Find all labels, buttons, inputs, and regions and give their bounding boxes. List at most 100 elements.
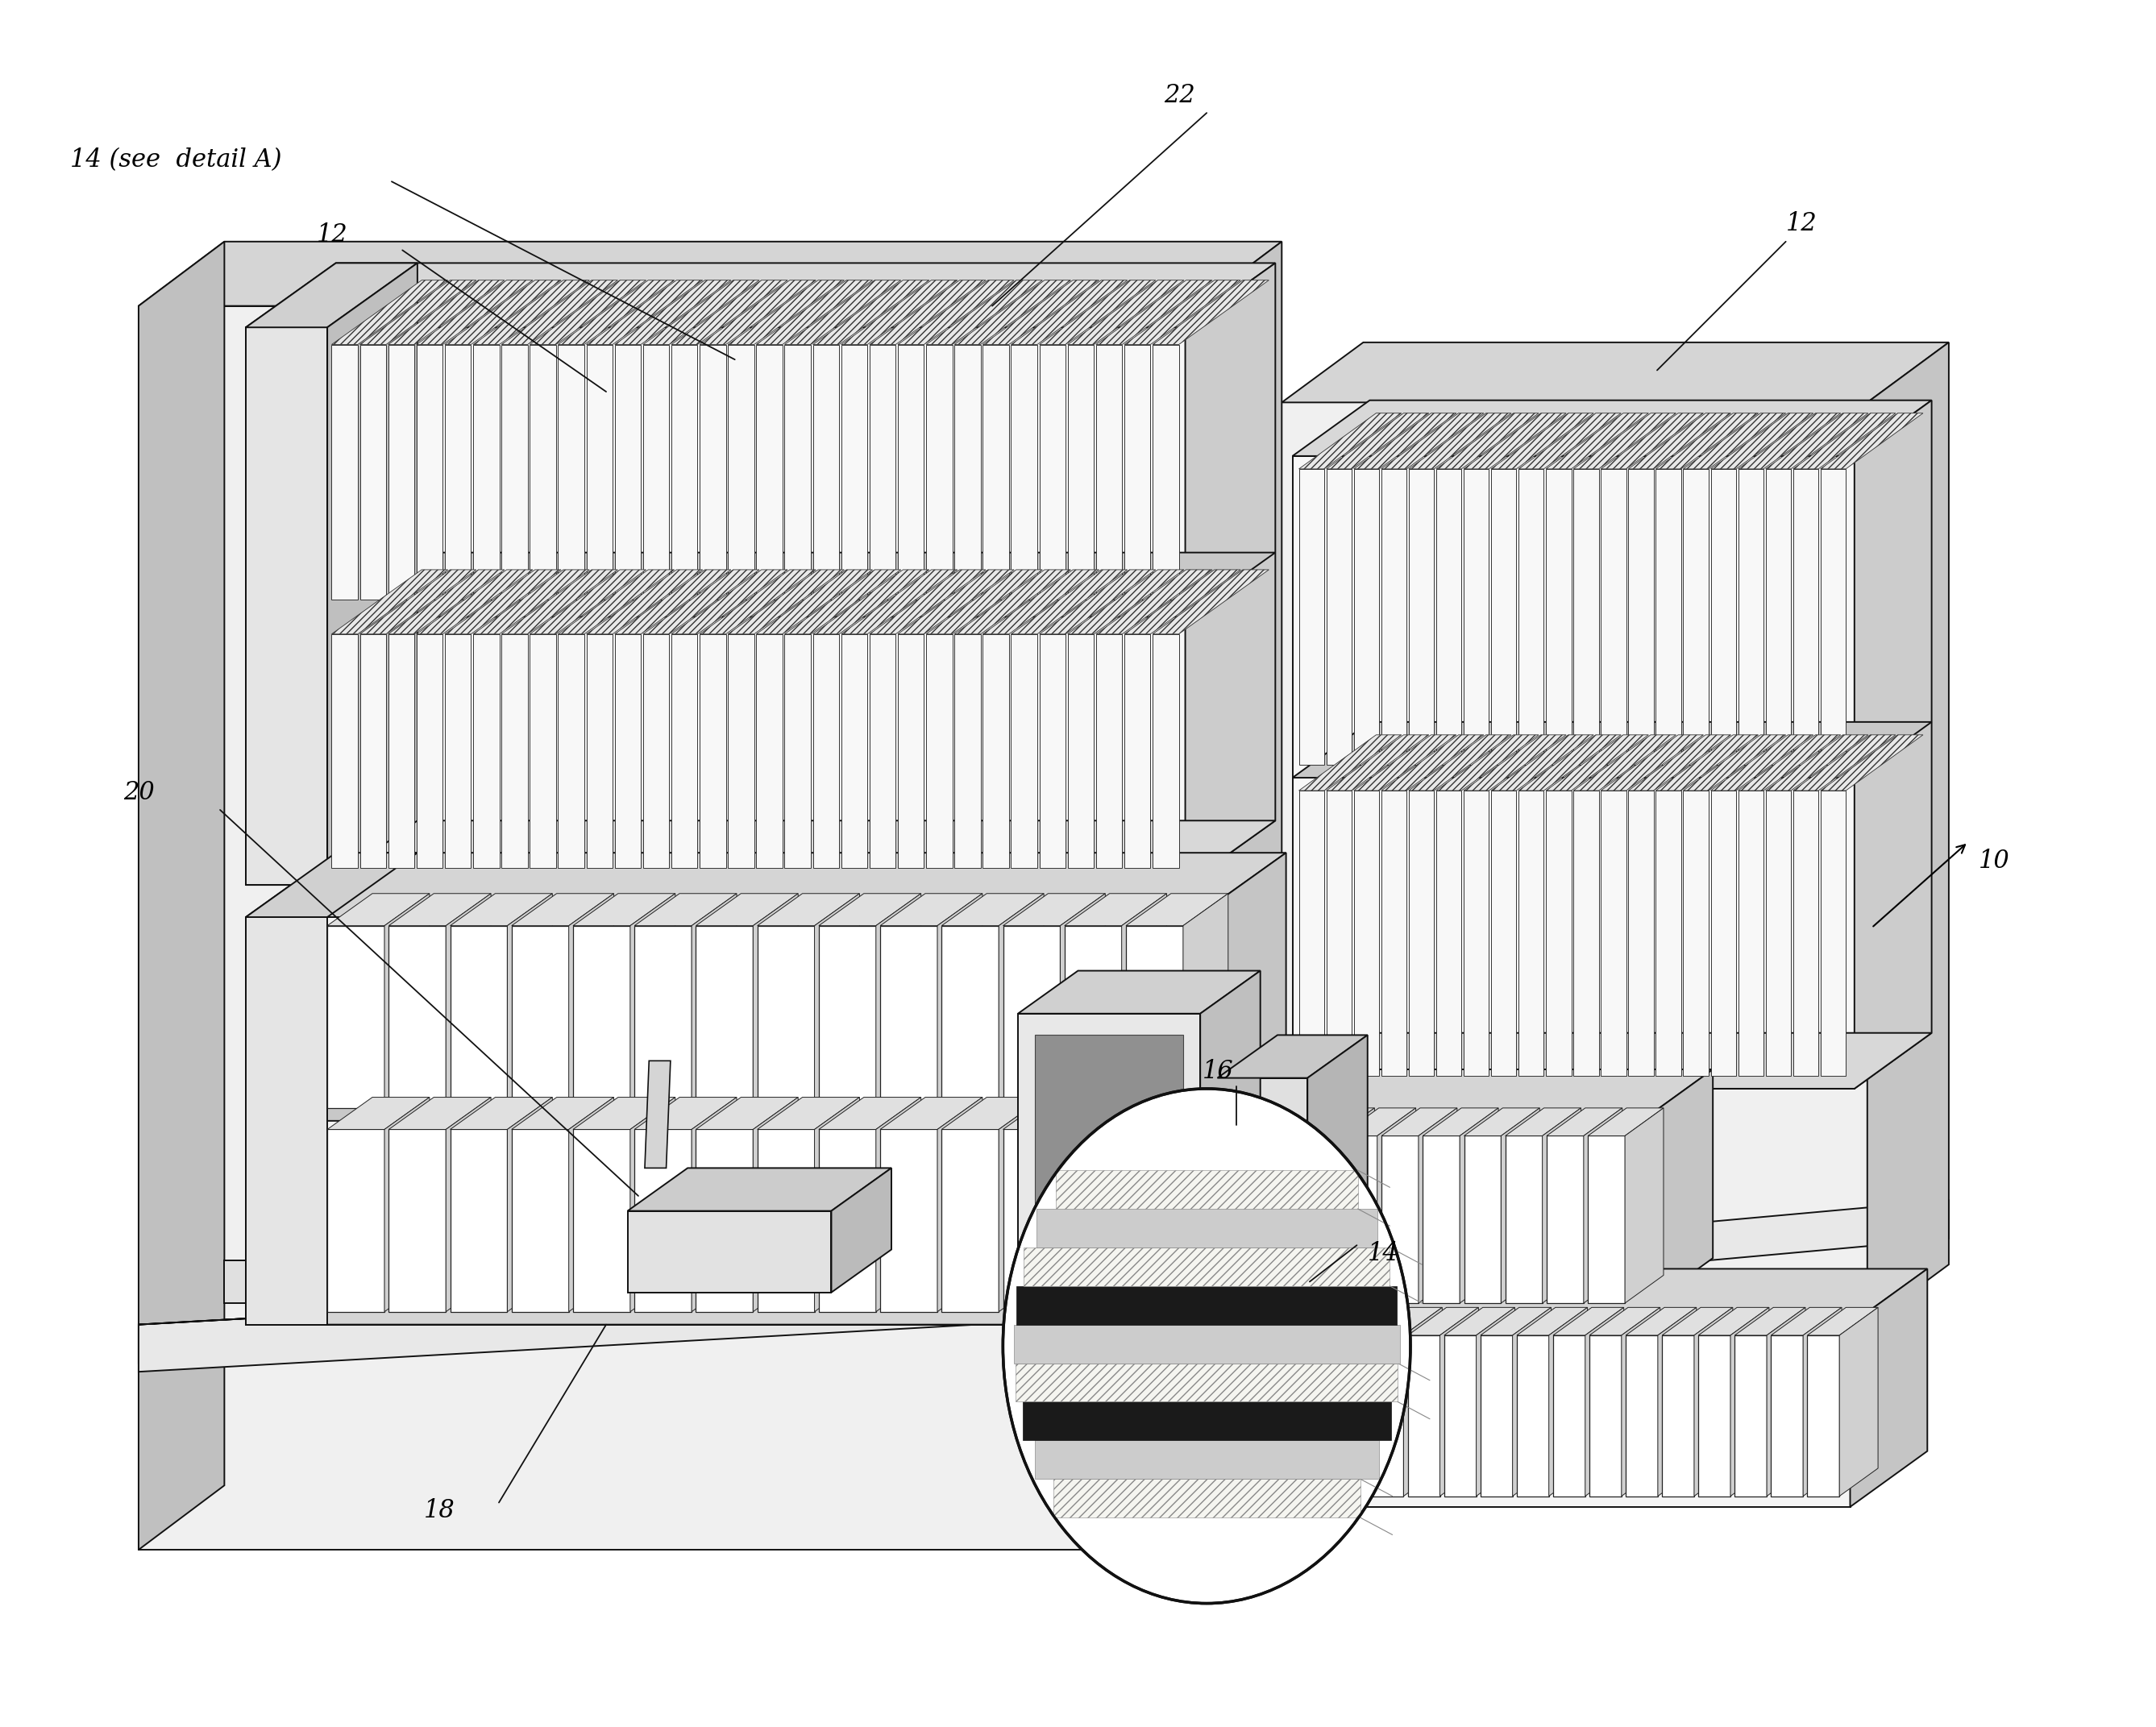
- Polygon shape: [416, 570, 533, 634]
- Polygon shape: [1123, 280, 1240, 344]
- Polygon shape: [832, 1167, 890, 1292]
- Polygon shape: [1035, 1034, 1184, 1235]
- Polygon shape: [388, 1097, 492, 1129]
- Polygon shape: [757, 893, 860, 926]
- Polygon shape: [841, 570, 957, 634]
- Polygon shape: [246, 853, 418, 917]
- Polygon shape: [511, 1129, 569, 1313]
- Polygon shape: [1436, 413, 1539, 470]
- Polygon shape: [757, 1129, 815, 1313]
- Polygon shape: [573, 1129, 630, 1313]
- Polygon shape: [1056, 1171, 1358, 1209]
- Polygon shape: [1738, 734, 1841, 791]
- Polygon shape: [1440, 1307, 1479, 1496]
- Polygon shape: [1013, 1325, 1399, 1363]
- Polygon shape: [785, 634, 811, 867]
- Polygon shape: [1854, 401, 1932, 1088]
- Polygon shape: [1548, 1307, 1587, 1496]
- Polygon shape: [246, 328, 1186, 884]
- Text: 22: 22: [1164, 83, 1194, 107]
- Polygon shape: [998, 1097, 1044, 1313]
- Polygon shape: [328, 1129, 384, 1313]
- Polygon shape: [1153, 344, 1179, 599]
- Polygon shape: [1710, 470, 1736, 765]
- Polygon shape: [634, 1129, 692, 1313]
- Polygon shape: [841, 280, 957, 344]
- Polygon shape: [1015, 1287, 1397, 1325]
- Polygon shape: [752, 1097, 798, 1313]
- Polygon shape: [1039, 570, 1156, 634]
- Polygon shape: [1341, 1109, 1416, 1136]
- Polygon shape: [701, 344, 727, 599]
- Polygon shape: [627, 1211, 832, 1292]
- Polygon shape: [1186, 263, 1276, 884]
- Polygon shape: [1656, 791, 1682, 1076]
- Polygon shape: [558, 344, 584, 599]
- Polygon shape: [942, 893, 1044, 926]
- Polygon shape: [1589, 1335, 1621, 1496]
- Polygon shape: [1736, 1335, 1766, 1496]
- Polygon shape: [472, 280, 589, 344]
- Polygon shape: [875, 1097, 921, 1313]
- Polygon shape: [573, 926, 630, 1109]
- Polygon shape: [246, 853, 1285, 917]
- Polygon shape: [1201, 971, 1261, 1261]
- Polygon shape: [1546, 734, 1649, 791]
- Polygon shape: [328, 893, 429, 926]
- Polygon shape: [1095, 570, 1212, 634]
- Polygon shape: [1408, 470, 1434, 765]
- Polygon shape: [1018, 971, 1261, 1014]
- Polygon shape: [1766, 734, 1867, 791]
- Polygon shape: [451, 893, 552, 926]
- Polygon shape: [558, 280, 675, 344]
- Polygon shape: [813, 634, 839, 867]
- Polygon shape: [1684, 734, 1785, 791]
- Polygon shape: [569, 893, 614, 1109]
- Polygon shape: [1867, 342, 1949, 1325]
- Polygon shape: [701, 280, 815, 344]
- Polygon shape: [757, 634, 783, 867]
- Polygon shape: [819, 926, 875, 1109]
- Polygon shape: [507, 893, 552, 1109]
- Polygon shape: [1184, 1097, 1229, 1313]
- Polygon shape: [1574, 413, 1675, 470]
- Polygon shape: [1658, 1307, 1697, 1496]
- Polygon shape: [569, 1097, 614, 1313]
- Polygon shape: [1011, 344, 1037, 599]
- Polygon shape: [1291, 722, 1932, 777]
- Polygon shape: [614, 570, 731, 634]
- Polygon shape: [1477, 1307, 1516, 1496]
- Polygon shape: [1382, 1136, 1419, 1304]
- Polygon shape: [1492, 791, 1516, 1076]
- Polygon shape: [1153, 570, 1270, 634]
- Polygon shape: [444, 344, 470, 599]
- Polygon shape: [813, 570, 929, 634]
- Polygon shape: [642, 280, 759, 344]
- Polygon shape: [1298, 413, 1401, 470]
- Polygon shape: [880, 893, 983, 926]
- Polygon shape: [955, 570, 1072, 634]
- Polygon shape: [1492, 413, 1593, 470]
- Polygon shape: [388, 570, 505, 634]
- Polygon shape: [446, 1097, 492, 1313]
- Text: 14: 14: [1367, 1242, 1399, 1266]
- Polygon shape: [955, 634, 981, 867]
- Polygon shape: [1197, 242, 1283, 1549]
- Polygon shape: [927, 344, 953, 599]
- Polygon shape: [1419, 1109, 1457, 1304]
- Polygon shape: [1003, 926, 1061, 1109]
- Polygon shape: [328, 926, 384, 1109]
- Polygon shape: [938, 1097, 983, 1313]
- Polygon shape: [1326, 734, 1429, 791]
- Polygon shape: [1766, 413, 1867, 470]
- Text: 18: 18: [425, 1499, 455, 1523]
- Polygon shape: [927, 570, 1041, 634]
- Polygon shape: [1518, 413, 1621, 470]
- Polygon shape: [880, 1097, 983, 1129]
- Polygon shape: [332, 344, 358, 599]
- Polygon shape: [416, 344, 442, 599]
- Polygon shape: [1621, 1307, 1660, 1496]
- Polygon shape: [328, 263, 418, 884]
- Polygon shape: [558, 570, 675, 634]
- Polygon shape: [869, 344, 895, 599]
